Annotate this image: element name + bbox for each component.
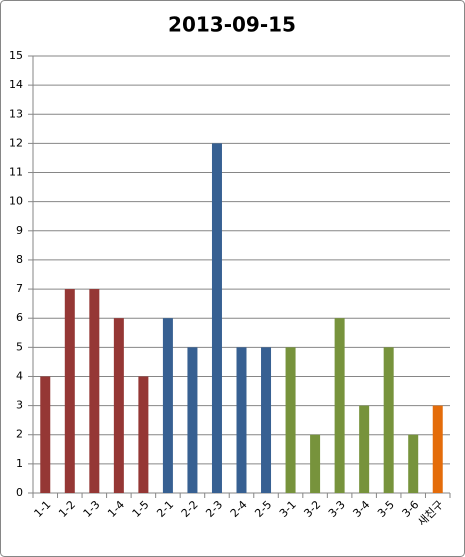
bar xyxy=(236,347,247,493)
y-tick-label: 9 xyxy=(16,224,23,237)
y-tick-label: 0 xyxy=(16,486,23,499)
y-tick-label: 15 xyxy=(9,49,23,62)
y-tick-label: 14 xyxy=(9,78,23,91)
bar xyxy=(285,347,296,493)
y-tick-label: 12 xyxy=(9,136,23,149)
bar xyxy=(64,289,75,493)
y-tick-label: 5 xyxy=(16,340,23,353)
chart-title: 2013-09-15 xyxy=(168,13,296,37)
y-tick-label: 3 xyxy=(16,399,23,412)
bar xyxy=(40,376,51,493)
bar xyxy=(310,434,321,493)
bar xyxy=(334,318,345,493)
bar xyxy=(162,318,173,493)
y-tick-label: 6 xyxy=(16,311,23,324)
bar xyxy=(432,405,443,493)
y-tick-label: 2 xyxy=(16,428,23,441)
bar xyxy=(359,405,370,493)
bar xyxy=(383,347,394,493)
y-tick-label: 4 xyxy=(16,369,23,382)
bar xyxy=(187,347,198,493)
bar xyxy=(408,434,419,493)
y-tick-label: 13 xyxy=(9,107,23,120)
y-tick-label: 11 xyxy=(9,166,23,179)
y-tick-label: 7 xyxy=(16,282,23,295)
bar xyxy=(261,347,272,493)
y-tick-label: 10 xyxy=(9,195,23,208)
bar xyxy=(89,289,100,493)
bar xyxy=(138,376,149,493)
y-tick-label: 8 xyxy=(16,253,23,266)
bar xyxy=(113,318,124,493)
y-tick-label: 1 xyxy=(16,457,23,470)
bar xyxy=(211,143,222,493)
